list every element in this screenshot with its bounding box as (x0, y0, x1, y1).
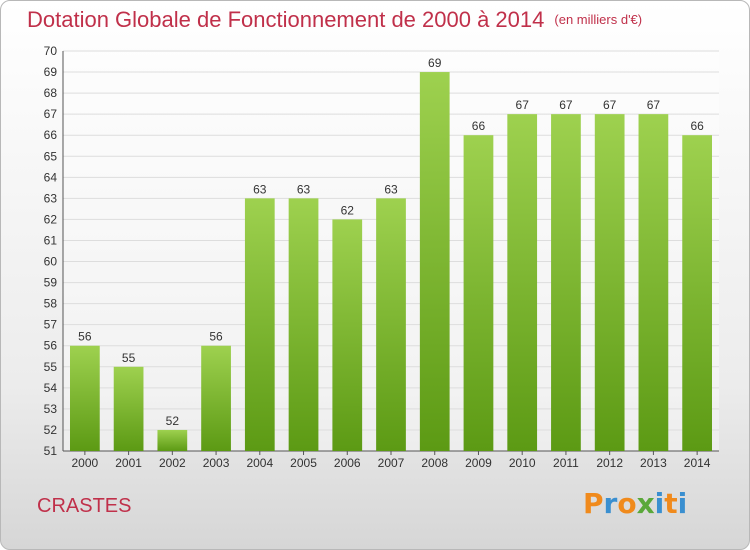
data-label: 67 (516, 98, 530, 112)
bar (332, 219, 363, 451)
y-tick-label: 52 (44, 423, 58, 437)
y-tick-label: 70 (44, 44, 58, 58)
data-label: 56 (209, 330, 223, 344)
data-label: 63 (253, 182, 267, 196)
bar (244, 198, 275, 451)
bar (288, 198, 319, 451)
y-tick-label: 56 (44, 339, 58, 353)
x-tick-label: 2013 (640, 456, 667, 470)
bar (376, 198, 406, 451)
y-tick-label: 69 (44, 65, 58, 79)
y-tick-label: 66 (44, 128, 58, 142)
bar (419, 72, 450, 451)
y-tick-label: 58 (44, 297, 58, 311)
bar (157, 429, 188, 451)
data-label: 67 (559, 98, 573, 112)
y-tick-label: 65 (44, 149, 58, 163)
y-tick-label: 64 (44, 170, 58, 184)
x-tick-label: 2004 (246, 456, 273, 470)
bar (682, 135, 713, 452)
data-label: 67 (603, 98, 617, 112)
bar (201, 345, 231, 451)
commune-name: CRASTES (37, 495, 132, 517)
data-label: 66 (690, 119, 704, 133)
y-tick-label: 67 (44, 107, 58, 121)
x-tick-label: 2009 (465, 456, 492, 470)
proxiti-logo: Proxiti (583, 487, 688, 520)
y-tick-label: 57 (44, 318, 58, 332)
x-tick-label: 2012 (596, 456, 623, 470)
bar (551, 114, 581, 451)
data-label: 62 (341, 203, 355, 217)
data-label: 67 (647, 98, 661, 112)
x-tick-label: 2003 (203, 456, 230, 470)
data-label: 69 (428, 56, 442, 70)
y-tick-label: 60 (44, 255, 58, 269)
unit-label: (en milliers d'€) (554, 12, 643, 27)
bar (113, 366, 144, 451)
data-label: 55 (122, 351, 136, 365)
y-tick-label: 54 (44, 381, 58, 395)
y-tick-label: 53 (44, 402, 58, 416)
data-label: 66 (472, 119, 486, 133)
x-tick-label: 2014 (684, 456, 711, 470)
y-tick-label: 68 (44, 86, 58, 100)
x-tick-label: 2000 (72, 456, 99, 470)
x-tick-label: 2006 (334, 456, 361, 470)
data-label: 56 (78, 330, 92, 344)
y-tick-label: 51 (44, 444, 58, 458)
x-tick-label: 2010 (509, 456, 536, 470)
x-tick-label: 2005 (290, 456, 317, 470)
y-tick-label: 61 (44, 233, 58, 247)
title-text: Dotation Globale de Fonctionnement de 20… (27, 7, 545, 32)
bar (594, 114, 625, 451)
bar (638, 114, 669, 451)
x-tick-label: 2011 (553, 456, 579, 470)
x-tick-label: 2007 (378, 456, 405, 470)
bar (507, 114, 538, 451)
y-tick-label: 62 (44, 212, 58, 226)
bar (463, 135, 494, 452)
x-tick-label: 2001 (115, 456, 142, 470)
data-label: 52 (166, 414, 180, 428)
bar (69, 345, 100, 451)
chart-title: Dotation Globale de Fonctionnement de 20… (27, 7, 642, 33)
x-tick-label: 2002 (159, 456, 186, 470)
data-label: 63 (384, 182, 398, 196)
data-label: 63 (297, 182, 311, 196)
x-tick-label: 2008 (421, 456, 448, 470)
y-tick-label: 63 (44, 191, 58, 205)
y-tick-label: 59 (44, 276, 58, 290)
y-tick-label: 55 (44, 360, 58, 374)
